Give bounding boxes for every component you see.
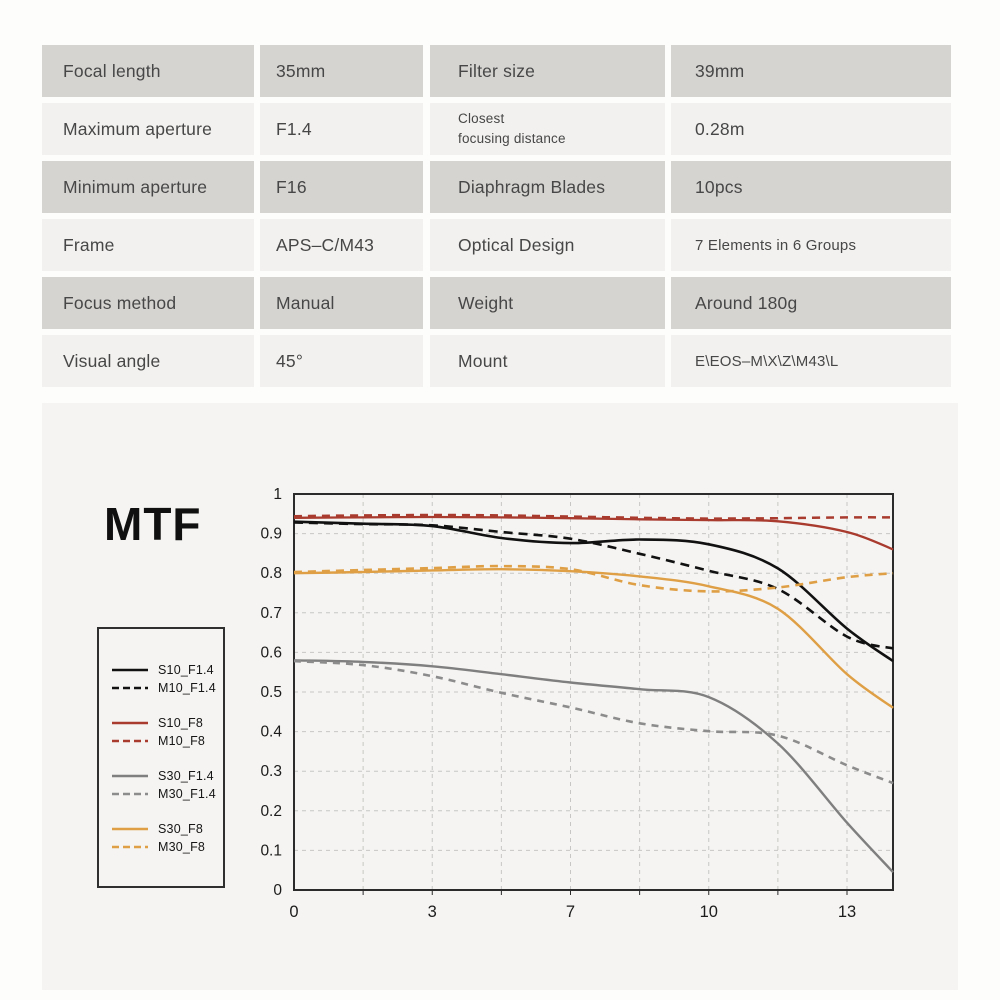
legend-swatch-solid-line xyxy=(112,827,148,831)
spec-value: 7 Elements in 6 Groups xyxy=(671,219,951,271)
x-tick-label: 13 xyxy=(838,903,856,921)
legend-label: S30_F1.4 xyxy=(158,769,214,783)
spec-row: Closest focusing distance 0.28m xyxy=(430,103,951,155)
spec-table-right: Filter size 39mm Closest focusing distance… xyxy=(430,45,951,393)
legend-label: S10_F1.4 xyxy=(158,663,214,677)
legend-item-S30_F1.4: S30_F1.4 xyxy=(99,767,223,785)
series-S30_F1.4 xyxy=(293,659,894,874)
y-tick-label: 0.9 xyxy=(260,526,282,543)
spec-row: Diaphragm Blades 10pcs xyxy=(430,161,951,213)
spec-value: 35mm xyxy=(260,45,423,97)
y-tick-label: 0.5 xyxy=(260,684,282,701)
series-M30_F1.4 xyxy=(293,659,894,785)
spec-value: 0.28m xyxy=(671,103,951,155)
legend-label: S10_F8 xyxy=(158,716,203,730)
legend-label: M30_F8 xyxy=(158,840,206,854)
spec-label: Minimum aperture xyxy=(42,161,254,213)
spec-row: Weight Around 180g xyxy=(430,277,951,329)
legend-swatch-dashed-line xyxy=(112,845,148,849)
legend-swatch-solid-line xyxy=(112,774,148,778)
series-S30_F8 xyxy=(293,567,894,709)
spec-table-left: Focal length 35mm Maximum aperture F1.4 Mini… xyxy=(42,45,423,393)
spec-row: Optical Design 7 Elements in 6 Groups xyxy=(430,219,951,271)
spec-label: Focal length xyxy=(42,45,254,97)
legend-label: M30_F1.4 xyxy=(158,787,216,801)
spec-value: 45° xyxy=(260,335,423,387)
legend-label: S30_F8 xyxy=(158,822,203,836)
chart-title: MTF xyxy=(104,498,202,550)
spec-row: Focus method Manual xyxy=(42,277,423,329)
legend-item-S10_F1.4: S10_F1.4 xyxy=(99,661,223,679)
spec-row: Maximum aperture F1.4 xyxy=(42,103,423,155)
y-tick-label: 0 xyxy=(273,882,282,899)
mtf-legend: S10_F1.4 M10_F1.4 S10_F8 M10_F8 S30_F1.4 M30_… xyxy=(97,627,225,888)
y-tick-label: 0.6 xyxy=(260,644,282,661)
legend-item-M10_F1.4: M10_F1.4 xyxy=(99,679,223,697)
series-S10_F1.4 xyxy=(293,520,894,663)
legend-item-S30_F8: S30_F8 xyxy=(99,820,223,838)
series-M30_F8 xyxy=(293,564,894,593)
y-tick-label: 0.4 xyxy=(260,724,282,741)
legend-item-M30_F8: M30_F8 xyxy=(99,838,223,856)
spec-value: F16 xyxy=(260,161,423,213)
spec-row: Visual angle 45° xyxy=(42,335,423,387)
spec-label: Filter size xyxy=(430,45,665,97)
y-tick-label: 0.8 xyxy=(260,565,282,582)
legend-swatch-dashed-line xyxy=(112,686,148,690)
spec-label: Weight xyxy=(430,277,665,329)
y-tick-label: 0.1 xyxy=(260,842,282,859)
y-tick-label: 0.7 xyxy=(260,605,282,622)
spec-label: Closest focusing distance xyxy=(430,103,665,155)
legend-swatch-dashed-line xyxy=(112,792,148,796)
spec-label: Focus method xyxy=(42,277,254,329)
spec-value: E\EOS–M\X\Z\M43\L xyxy=(671,335,951,387)
x-tick-label: 0 xyxy=(289,903,298,921)
spec-value: 10pcs xyxy=(671,161,951,213)
series-S10_F8 xyxy=(293,515,894,551)
legend-item-S10_F8: S10_F8 xyxy=(99,714,223,732)
series-M10_F8 xyxy=(293,513,894,520)
spec-label: Visual angle xyxy=(42,335,254,387)
series-M10_F1.4 xyxy=(293,521,894,650)
legend-item-M10_F8: M10_F8 xyxy=(99,732,223,750)
spec-row: Filter size 39mm xyxy=(430,45,951,97)
mtf-chart-svg: 1 0.9 0.8 0.7 0.6 0.5 0.4 0.3 0.2 0.1 00 3 7 10 13 xyxy=(260,486,894,921)
legend-swatch-dashed-line xyxy=(112,739,148,743)
spec-label: Frame xyxy=(42,219,254,271)
spec-label: Maximum aperture xyxy=(42,103,254,155)
x-tick-label: 10 xyxy=(700,903,718,921)
legend-item-M30_F1.4: M30_F1.4 xyxy=(99,785,223,803)
legend-swatch-solid-line xyxy=(112,668,148,672)
spec-value: Manual xyxy=(260,277,423,329)
spec-value: APS–C/M43 xyxy=(260,219,423,271)
spec-value: 39mm xyxy=(671,45,951,97)
x-tick-label: 7 xyxy=(566,903,575,921)
spec-label: Optical Design xyxy=(430,219,665,271)
legend-label: M10_F8 xyxy=(158,734,206,748)
spec-row: Frame APS–C/M43 xyxy=(42,219,423,271)
spec-value: F1.4 xyxy=(260,103,423,155)
y-tick-label: 0.3 xyxy=(260,763,282,780)
spec-row: Mount E\EOS–M\X\Z\M43\L xyxy=(430,335,951,387)
spec-value: Around 180g xyxy=(671,277,951,329)
y-tick-label: 1 xyxy=(273,486,282,503)
x-tick-label: 3 xyxy=(428,903,437,921)
legend-swatch-solid-line xyxy=(112,721,148,725)
y-tick-label: 0.2 xyxy=(260,803,282,820)
mtf-panel: MTF S10_F1.4 M10_F1.4 S10_F8 M10_F8 S30_F1.4… xyxy=(42,403,958,990)
spec-row: Minimum aperture F16 xyxy=(42,161,423,213)
spec-row: Focal length 35mm xyxy=(42,45,423,97)
legend-label: M10_F1.4 xyxy=(158,681,216,695)
spec-label: Diaphragm Blades xyxy=(430,161,665,213)
spec-label: Mount xyxy=(430,335,665,387)
